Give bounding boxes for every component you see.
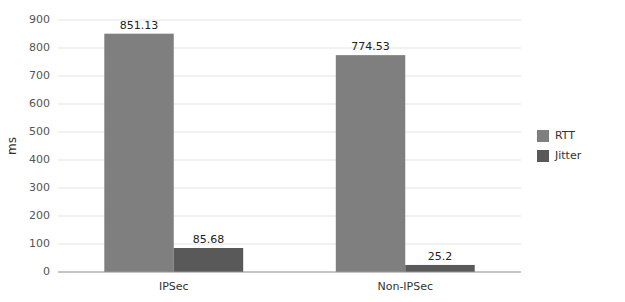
- grid: [58, 20, 521, 272]
- y-tick-label: 500: [29, 125, 50, 138]
- y-tick-label: 100: [29, 237, 50, 250]
- legend-label: RTT: [555, 129, 575, 142]
- y-tick-label: 800: [29, 41, 50, 54]
- legend-swatch: [537, 150, 549, 162]
- y-tick-label: 900: [29, 13, 50, 26]
- x-tick-label: Non-IPSec: [377, 280, 433, 293]
- y-tick-label: 400: [29, 153, 50, 166]
- data-labels: 851.13 774.53 85.68 25.2: [120, 19, 452, 263]
- x-axis-line: [58, 272, 521, 273]
- data-label: 774.53: [351, 40, 390, 53]
- bar: [104, 34, 173, 272]
- bars: [104, 34, 474, 272]
- y-axis-label: ms: [5, 137, 19, 155]
- bar: [336, 55, 405, 272]
- bar: [405, 265, 474, 272]
- chart-container: 0 100 200 300 400 500 600 700 800 900 851.13 774.53…: [0, 0, 625, 302]
- legend-swatch: [537, 130, 549, 142]
- bar: [174, 248, 243, 272]
- grid-line: [58, 272, 521, 273]
- data-label: 85.68: [193, 233, 225, 246]
- y-tick-label: 700: [29, 69, 50, 82]
- legend-label: Jitter: [554, 149, 582, 162]
- y-tick-label: 200: [29, 209, 50, 222]
- legend: RTT Jitter: [537, 129, 582, 162]
- y-tick-label: 300: [29, 181, 50, 194]
- y-tick-label: 600: [29, 97, 50, 110]
- y-tick-label: 0: [43, 265, 50, 278]
- data-label: 851.13: [120, 19, 159, 32]
- data-label: 25.2: [428, 250, 453, 263]
- chart: 0 100 200 300 400 500 600 700 800 900 851.13 774.53…: [0, 0, 625, 302]
- x-tick-label: IPSec: [159, 280, 189, 293]
